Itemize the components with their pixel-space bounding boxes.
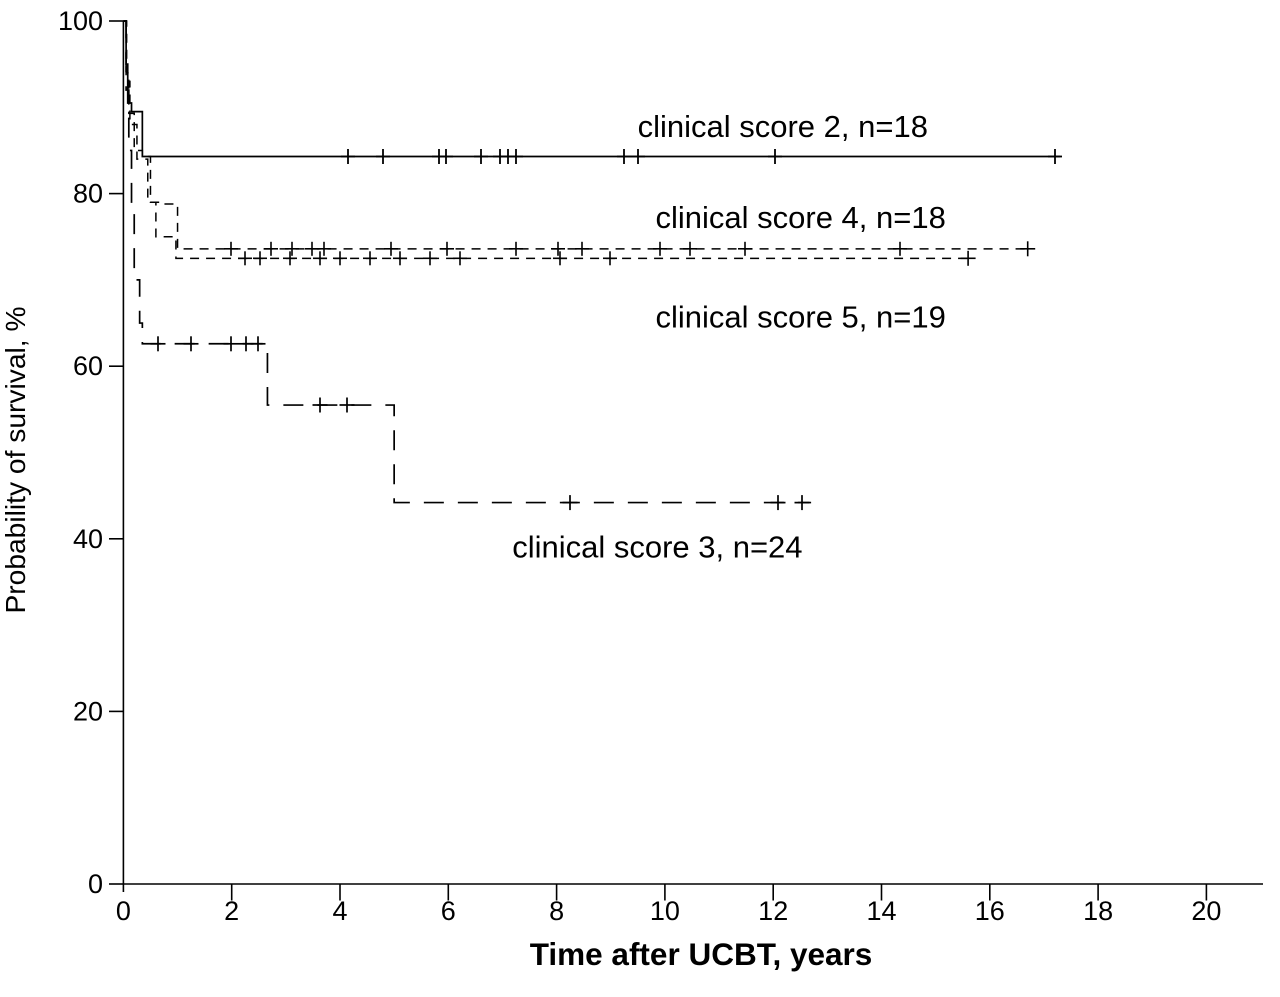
svg-text:clinical score 5, n=19: clinical score 5, n=19 xyxy=(656,300,946,335)
svg-text:60: 60 xyxy=(73,351,103,381)
svg-text:0: 0 xyxy=(116,896,131,926)
svg-text:100: 100 xyxy=(58,6,103,36)
svg-text:14: 14 xyxy=(866,896,896,926)
svg-text:12: 12 xyxy=(758,896,788,926)
svg-text:Time after UCBT, years: Time after UCBT, years xyxy=(530,936,873,972)
svg-text:80: 80 xyxy=(73,179,103,209)
svg-text:4: 4 xyxy=(332,896,347,926)
svg-text:20: 20 xyxy=(73,696,103,726)
svg-text:18: 18 xyxy=(1083,896,1113,926)
svg-text:2: 2 xyxy=(224,896,239,926)
svg-text:10: 10 xyxy=(650,896,680,926)
svg-text:0: 0 xyxy=(88,869,103,899)
svg-text:clinical score 4, n=18: clinical score 4, n=18 xyxy=(656,200,946,235)
svg-text:clinical score 3, n=24: clinical score 3, n=24 xyxy=(512,530,802,565)
svg-text:6: 6 xyxy=(441,896,456,926)
svg-text:Probability of survival, %: Probability of survival, % xyxy=(0,306,31,613)
svg-text:40: 40 xyxy=(73,524,103,554)
svg-text:8: 8 xyxy=(549,896,564,926)
svg-text:16: 16 xyxy=(975,896,1005,926)
svg-text:clinical score 2, n=18: clinical score 2, n=18 xyxy=(638,109,928,144)
svg-text:20: 20 xyxy=(1191,896,1221,926)
